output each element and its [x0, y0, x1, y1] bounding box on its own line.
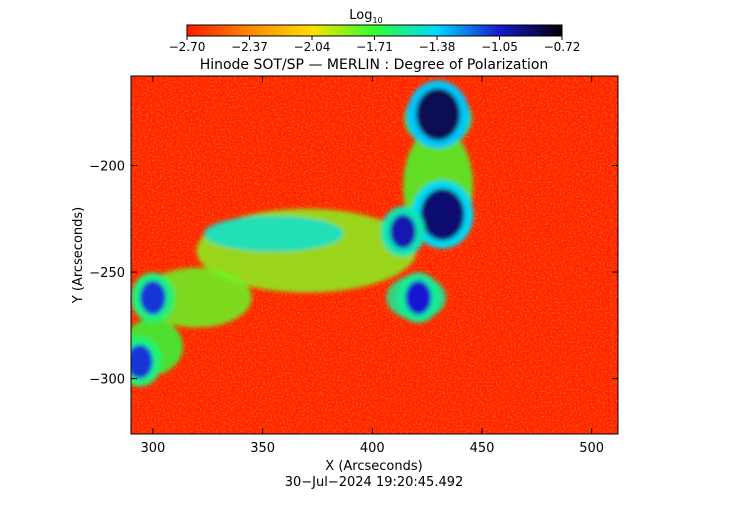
- feature-core: [139, 280, 166, 315]
- colorbar-label: Log10: [349, 8, 382, 25]
- y-tick-label: −200: [89, 160, 125, 175]
- colorbar-gradient: [186, 24, 563, 37]
- y-tick-label: −300: [89, 373, 125, 388]
- colorbar-tick-label: −2.04: [294, 40, 331, 54]
- colorbar-tick-label: −1.05: [481, 40, 518, 54]
- colorbar-tick-label: −1.71: [356, 40, 393, 54]
- x-tick-label: 500: [579, 441, 604, 456]
- feature-core: [131, 344, 153, 379]
- timestamp: 30−Jul−2024 19:20:45.492: [285, 475, 464, 490]
- magnetic-region: [203, 215, 344, 252]
- x-tick-label: 400: [360, 441, 385, 456]
- heatmap-features: [131, 80, 474, 387]
- x-tick-label: 350: [250, 441, 275, 456]
- colorbar-ticks: −2.70 −2.37 −2.04 −1.71 −1.38 −1.05 −0.72: [169, 36, 581, 54]
- y-axis: −200 −250 −300: [89, 160, 618, 388]
- x-tick-label: 450: [470, 441, 495, 456]
- x-axis: 300 350 400 450 500: [141, 76, 604, 456]
- colorbar-tick-label: −1.38: [419, 40, 456, 54]
- heatmap-image: [131, 76, 618, 434]
- feature-core: [420, 188, 465, 241]
- colorbar: Log10 −2.70 −2.37 −2.04 −1.71 −1.38 −1.05 −0.7…: [169, 8, 581, 54]
- y-axis-label: Y (Arcseconds): [71, 207, 86, 304]
- feature-core: [390, 214, 417, 249]
- colorbar-tick-label: −2.70: [169, 40, 206, 54]
- x-tick-label: 300: [141, 441, 166, 456]
- colorbar-tick-label: −0.72: [544, 40, 581, 54]
- feature-core: [416, 88, 461, 141]
- y-tick-label: −250: [89, 266, 125, 281]
- feature-core: [405, 280, 432, 315]
- plot-frame: [130, 75, 619, 435]
- colorbar-tick-label: −2.37: [231, 40, 268, 54]
- chart-title: Hinode SOT/SP — MERLIN : Degree of Polar…: [200, 57, 549, 73]
- x-axis-label: X (Arcseconds): [325, 459, 422, 474]
